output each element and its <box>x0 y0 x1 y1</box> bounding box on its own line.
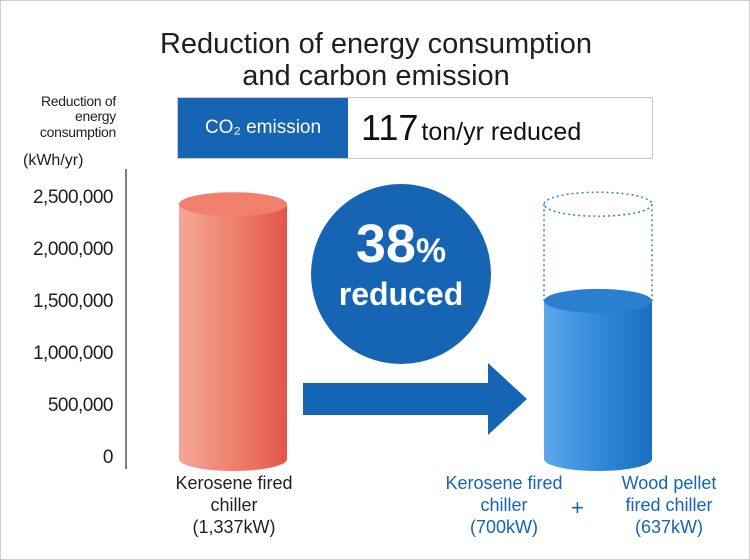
y-axis-label-line-1: Reduction of <box>40 93 116 109</box>
bar-combined-chillers-body <box>544 300 652 471</box>
bar-combined-chillers <box>544 288 652 471</box>
category-line: chiller <box>210 495 258 515</box>
co2-emission-box: CO₂ emission 117 ton/yr reduced <box>177 97 653 159</box>
category-line: Kerosene fired <box>445 473 563 493</box>
category-line: (1,337kW) <box>192 517 276 537</box>
co2-emission-value: 117 ton/yr reduced <box>361 104 581 156</box>
y-tick-label: 1,000,000 <box>32 343 114 364</box>
y-axis-label-line-2: energy <box>74 108 116 124</box>
co2-emission-label: CO₂ emission <box>178 98 348 158</box>
reduction-text: reduced <box>338 276 464 312</box>
outline-top <box>543 191 653 217</box>
bar-combined-chillers-top <box>544 288 652 313</box>
reduction-badge: 38% reduced <box>311 184 491 364</box>
y-tick-label: 1,500,000 <box>32 291 114 312</box>
co2-value-number: 117 <box>361 107 419 148</box>
percent-symbol: % <box>415 232 447 270</box>
category-line: Wood pellet <box>621 473 717 493</box>
y-tick-label: 500,000 <box>47 395 114 416</box>
y-tick-label: 0 <box>102 447 114 468</box>
y-tick-label: 2,000,000 <box>32 239 114 260</box>
co2-value-unit: ton/yr reduced <box>421 118 582 146</box>
category-label-wood-pellet: Wood pellet fired chiller (637kW) <box>599 472 739 538</box>
category-line: Kerosene fired <box>175 473 293 493</box>
category-label-kerosene: Kerosene fired chiller (1,337kW) <box>164 472 304 538</box>
category-line: (700kW) <box>469 517 538 537</box>
y-tick-label: 2,500,000 <box>32 187 114 208</box>
reduction-percent: 38% <box>311 214 491 281</box>
bar-kerosene-chiller-top <box>179 192 287 217</box>
right-arrow-icon <box>303 363 527 435</box>
y-axis-unit: (kWh/yr) <box>23 152 84 169</box>
chart-title-line-1: Reduction of energy consumption <box>159 28 593 60</box>
previous-level-outline <box>543 191 653 301</box>
y-axis-label-line-3: consumption <box>39 124 116 140</box>
chart-title-line-2: and carbon emission <box>242 60 510 92</box>
plus-sign: + <box>571 495 584 520</box>
category-line: fired chiller <box>625 495 713 515</box>
reduction-percent-number: 38 <box>355 214 416 274</box>
category-line: (637kW) <box>634 517 703 537</box>
category-line: chiller <box>480 495 528 515</box>
bar-kerosene-chiller-body <box>179 204 287 471</box>
bar-kerosene-chiller <box>179 192 287 471</box>
category-label-kerosene-small: Kerosene fired chiller (700kW) <box>434 472 574 538</box>
